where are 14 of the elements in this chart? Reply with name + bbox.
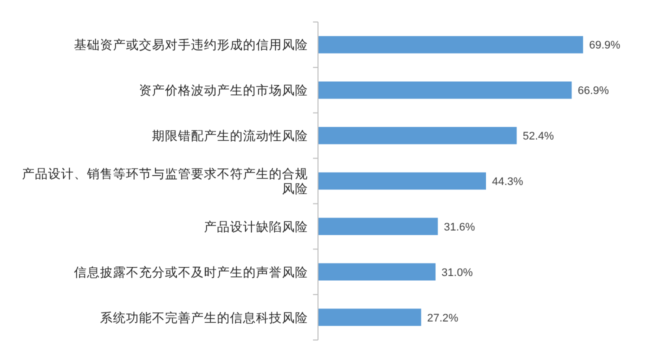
y-tick-label: 期限错配产生的流动性风险 [152, 128, 308, 144]
y-tick-label: 产品设计缺陷风险 [204, 220, 308, 234]
data-label: 31.0% [442, 266, 473, 279]
data-label: 44.3% [492, 176, 524, 188]
y-tick-label: 基础资产或交易对手违约形成的信用风险 [74, 37, 308, 52]
data-label: 66.9% [578, 85, 610, 98]
y-tick-label: 资产价格波动产生的市场风险 [139, 84, 308, 98]
y-tick-label: 信息披露不充分或不及时产生的声誉风险 [74, 265, 308, 280]
y-tick-label: 系统功能不完善产生的信息科技风险 [100, 310, 308, 325]
data-label: 52.4% [522, 130, 554, 143]
data-label: 27.2% [427, 312, 459, 324]
y-tick-label: 产品设计、销售等环节与监管要求不符产生的合规风险 [22, 167, 308, 196]
data-label: 31.6% [444, 221, 476, 234]
data-label: 69.9% [589, 40, 620, 52]
